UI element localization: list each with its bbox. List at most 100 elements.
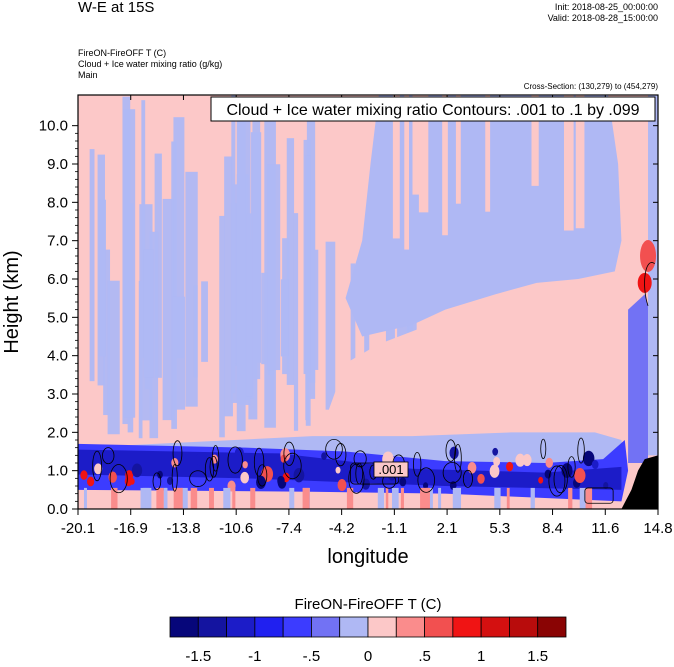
field-blob (277, 475, 285, 486)
cloud-contour (171, 464, 178, 492)
field-streak (143, 249, 154, 378)
field-streak (305, 155, 311, 426)
eastern-column-cooling (628, 294, 649, 463)
surface-stripe (250, 487, 256, 509)
run-times: Init: 2018-08-25_00:00:00 Valid: 2018-08… (548, 2, 658, 24)
surface-stripe (346, 487, 354, 509)
surface-stripe (302, 487, 310, 509)
x-tick-label: 8.4 (542, 520, 563, 537)
surface-stripe (83, 487, 87, 509)
surface-stripe (223, 487, 231, 509)
field-streak (173, 117, 185, 359)
cloud-contour (584, 487, 614, 504)
surface-stripe (142, 487, 150, 509)
field-blob (603, 482, 609, 489)
contour-value-label: .001 (378, 462, 403, 477)
field-streak (350, 263, 356, 440)
field-blob (582, 450, 595, 467)
surface-stripe (438, 487, 442, 509)
contour-legend-text: Cloud + Ice water mixing ratio Contours:… (226, 102, 639, 119)
cloud-contour (227, 446, 243, 474)
colorbar-swatch (197, 616, 227, 638)
field-streak (293, 213, 299, 431)
field-streak (103, 249, 111, 416)
field-blob (493, 456, 501, 467)
field-blob (94, 463, 103, 475)
field-blob (321, 452, 327, 460)
colorbar-swatch (282, 616, 312, 638)
field-streak (442, 95, 448, 236)
surface-stripe (494, 487, 501, 509)
field-blob (522, 454, 532, 467)
y-tick-label: 5.0 (47, 309, 68, 326)
field-streak (154, 153, 162, 378)
field-streak (485, 95, 491, 212)
field-streak (575, 95, 585, 229)
cloud-contour (257, 464, 268, 487)
cloud-contour (211, 445, 220, 472)
cloud-contour (540, 438, 547, 459)
field-streak (107, 280, 120, 435)
field-streak (236, 108, 246, 432)
surface-stripe (579, 487, 586, 509)
cloud-contour (109, 464, 128, 494)
field-blob (423, 482, 429, 490)
colorbar-label: -1 (248, 648, 261, 665)
surface-stripe (385, 487, 389, 509)
x-tick-label: -4.2 (329, 520, 355, 537)
field-streak (252, 112, 261, 380)
field-streak (392, 95, 400, 239)
y-tick-label: 6.0 (47, 271, 68, 288)
field-blob (335, 466, 341, 474)
surface-stripe (181, 487, 188, 509)
field-streak (123, 109, 136, 418)
init-time: Init: 2018-08-25_00:00:00 (554, 2, 658, 12)
surface-stripe (429, 487, 433, 509)
x-tick-label: -13.8 (166, 520, 200, 537)
field-blob (544, 469, 552, 479)
field-blob (492, 447, 499, 456)
cloud-contour (209, 455, 218, 478)
field-blob (131, 463, 143, 478)
surface-stripe (289, 487, 295, 509)
x-tick-label: 11.6 (591, 520, 619, 537)
field-blob (506, 461, 514, 472)
cloud-contour (417, 467, 435, 493)
cloud-contour (644, 262, 655, 306)
field-streak (267, 164, 281, 371)
field-streak (455, 95, 461, 204)
field-streak (261, 272, 269, 365)
surface-stripe (530, 487, 535, 509)
x-tick-label: 14.8 (643, 520, 672, 537)
variable-2: Cloud + Ice water mixing ratio (g/kg) (78, 59, 223, 69)
field-streak (325, 241, 336, 410)
field-blob (234, 447, 244, 460)
field-blob (574, 468, 586, 484)
field-blob (87, 476, 95, 487)
field-streak (280, 279, 289, 357)
colorbar-swatch (169, 616, 199, 638)
colorbar-swatch (537, 616, 567, 638)
colorbar-swatch (480, 616, 510, 638)
cross-section-label: Cross-Section: (130,279) to (454,279) (523, 82, 658, 91)
x-tick-label: -16.9 (114, 520, 148, 537)
field-streak (404, 95, 410, 250)
surface-stripe (156, 487, 164, 509)
field-blob (449, 446, 459, 460)
y-tick-label: 4.0 (47, 348, 68, 365)
colorbar-title: FireON-FireOFF T (C) (295, 596, 442, 613)
cloud-contour (442, 461, 462, 484)
cloud-contour (92, 450, 102, 482)
field-streak (172, 296, 186, 410)
field-blob (80, 470, 88, 480)
field-blob (489, 464, 500, 478)
colorbar-swatch (367, 616, 397, 638)
field-blob (467, 461, 477, 474)
contour-legend: Cloud + Ice water mixing ratio Contours:… (210, 96, 656, 122)
colorbar-swatch (395, 616, 425, 638)
field-blob (240, 471, 250, 484)
cloud-contour (189, 470, 207, 487)
plot-title: W-E at 15S (78, 0, 155, 16)
surface-stripe (163, 487, 168, 509)
